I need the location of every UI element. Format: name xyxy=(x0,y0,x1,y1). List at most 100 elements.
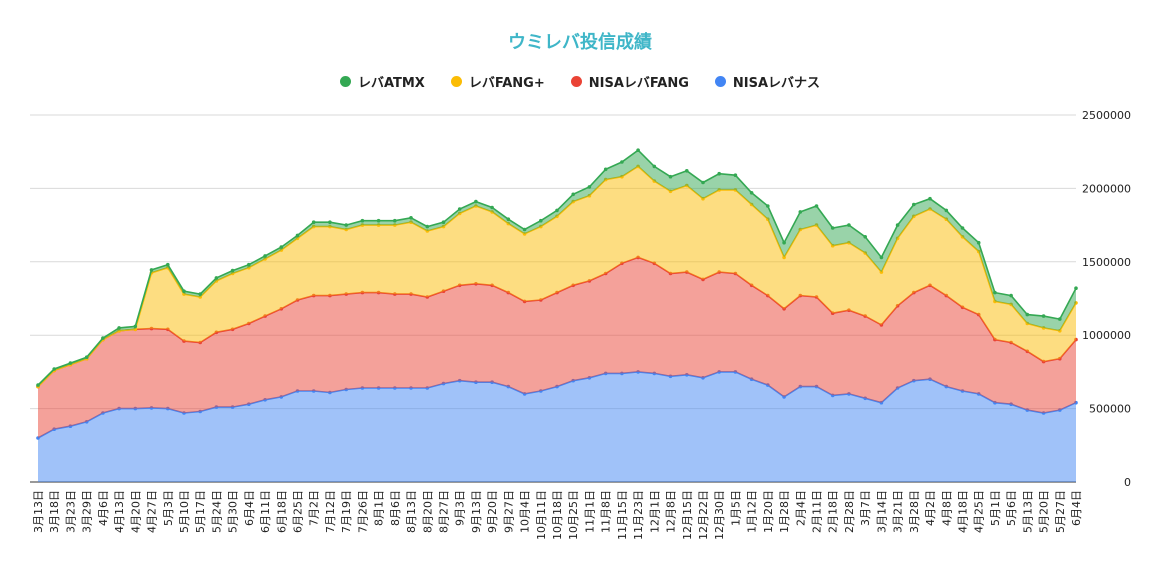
legend-label-0: レバATMX xyxy=(357,76,425,91)
point-3-33 xyxy=(571,192,575,197)
x-tick-label-50: 2月28日 xyxy=(843,490,856,533)
x-tick-label-9: 5月10日 xyxy=(178,490,191,533)
point-3-47 xyxy=(798,210,803,214)
point-3-55 xyxy=(928,196,932,201)
legend-swatch-0 xyxy=(339,76,351,87)
x-tick-label-17: 7月2日 xyxy=(308,490,321,526)
x-tick-label-35: 11月8日 xyxy=(600,490,613,533)
series-area-3 xyxy=(38,150,1076,387)
point-3-43 xyxy=(733,173,738,177)
legend-label-3: NISAレバナス xyxy=(732,76,821,91)
x-tick-label-4: 4月6日 xyxy=(97,490,110,526)
point-3-57 xyxy=(960,226,965,230)
y-tick-label-3: 1500000 xyxy=(1082,256,1131,269)
point-3-48 xyxy=(814,204,819,208)
x-tick-label-10: 5月17日 xyxy=(194,490,207,533)
legend-swatch-2 xyxy=(570,76,582,87)
point-3-20 xyxy=(360,218,365,223)
legend-label-1: レバFANG+ xyxy=(468,76,545,91)
point-3-46 xyxy=(782,240,786,245)
point-3-23 xyxy=(409,216,413,220)
x-tick-label-11: 5月24日 xyxy=(210,490,223,533)
x-tick-label-47: 2月4日 xyxy=(794,490,807,526)
point-3-56 xyxy=(944,208,949,213)
point-3-36 xyxy=(620,160,624,164)
x-tick-label-64: 6月4日 xyxy=(1070,490,1083,526)
x-tick-label-25: 8月27日 xyxy=(437,490,450,533)
x-tick-label-28: 9月20日 xyxy=(486,490,499,533)
legend-swatch-3 xyxy=(714,76,726,87)
x-tick-label-3: 3月29日 xyxy=(81,490,94,533)
x-tick-label-20: 7月26日 xyxy=(356,490,369,533)
point-3-60 xyxy=(1009,293,1013,298)
point-2-52 xyxy=(879,270,884,274)
point-3-44 xyxy=(749,191,754,195)
x-tick-label-42: 12月30日 xyxy=(713,490,726,540)
point-3-37 xyxy=(636,148,640,152)
point-3-3 xyxy=(84,355,89,360)
point-3-12 xyxy=(230,268,235,273)
y-tick-label-2: 1000000 xyxy=(1082,329,1131,342)
point-3-5 xyxy=(117,326,121,330)
point-3-34 xyxy=(587,185,592,189)
x-tick-label-1: 3月18日 xyxy=(48,490,61,533)
point-3-58 xyxy=(976,240,981,245)
x-tick-label-13: 6月4日 xyxy=(243,490,256,526)
x-tick-label-30: 10月4日 xyxy=(519,490,532,533)
point-3-45 xyxy=(766,204,770,208)
point-3-49 xyxy=(830,226,835,230)
point-3-6 xyxy=(133,324,138,329)
series-area-2 xyxy=(38,166,1076,387)
x-tick-label-36: 11月15日 xyxy=(616,490,629,540)
series-area-1 xyxy=(38,257,1076,438)
point-3-24 xyxy=(425,224,430,229)
x-tick-label-54: 3月28日 xyxy=(908,490,921,533)
point-3-2 xyxy=(68,361,73,365)
point-3-1 xyxy=(52,367,56,371)
point-3-64 xyxy=(1074,286,1078,291)
point-3-21 xyxy=(376,218,381,223)
y-tick-label-0: 0 xyxy=(1124,476,1131,489)
series-area-0 xyxy=(38,371,1076,482)
legend-item-0: レバATMX xyxy=(339,72,425,91)
x-tick-label-14: 6月11日 xyxy=(259,490,272,533)
x-tick-label-38: 12月1日 xyxy=(648,490,661,533)
x-tick-label-40: 12月15日 xyxy=(681,490,694,540)
point-3-18 xyxy=(328,220,332,224)
x-tick-label-21: 8月1日 xyxy=(373,490,386,526)
point-3-50 xyxy=(847,223,851,227)
x-tick-label-59: 5月1日 xyxy=(989,490,1002,526)
point-3-39 xyxy=(668,174,673,179)
x-tick-label-37: 11月23日 xyxy=(632,490,645,540)
x-tick-label-44: 1月12日 xyxy=(746,490,759,533)
legend-item-1: レバFANG+ xyxy=(450,72,545,91)
point-3-17 xyxy=(311,220,316,224)
point-3-14 xyxy=(263,254,267,258)
legend-item-2: NISAレバFANG xyxy=(570,72,689,91)
x-tick-label-32: 10月18日 xyxy=(551,490,564,540)
x-tick-label-8: 5月3日 xyxy=(162,490,175,526)
point-3-52 xyxy=(879,255,884,260)
x-tick-label-60: 5月6日 xyxy=(1005,490,1018,526)
x-tick-label-33: 10月25日 xyxy=(567,490,580,540)
x-tick-label-34: 11月1日 xyxy=(583,490,596,533)
point-3-51 xyxy=(863,235,867,239)
x-tick-label-41: 12月22日 xyxy=(697,490,710,540)
x-tick-label-26: 9月3日 xyxy=(454,490,467,526)
point-3-62 xyxy=(1041,314,1046,318)
x-tick-label-52: 3月14日 xyxy=(875,490,888,533)
x-tick-label-55: 4月2日 xyxy=(924,490,937,526)
x-tick-label-56: 4月8日 xyxy=(940,490,953,526)
x-tick-label-61: 5月13日 xyxy=(1021,490,1034,533)
point-3-29 xyxy=(506,217,511,221)
point-3-7 xyxy=(149,268,154,272)
x-tick-label-31: 10月11日 xyxy=(535,490,548,540)
legend-item-3: NISAレバナス xyxy=(714,72,821,91)
x-tick-label-2: 3月23日 xyxy=(64,490,77,533)
x-tick-label-48: 2月11日 xyxy=(811,490,824,533)
point-3-26 xyxy=(457,207,462,211)
x-tick-label-45: 1月20日 xyxy=(762,490,775,533)
point-3-28 xyxy=(490,205,494,210)
point-3-10 xyxy=(198,292,202,296)
x-tick-label-49: 2月18日 xyxy=(827,490,840,533)
